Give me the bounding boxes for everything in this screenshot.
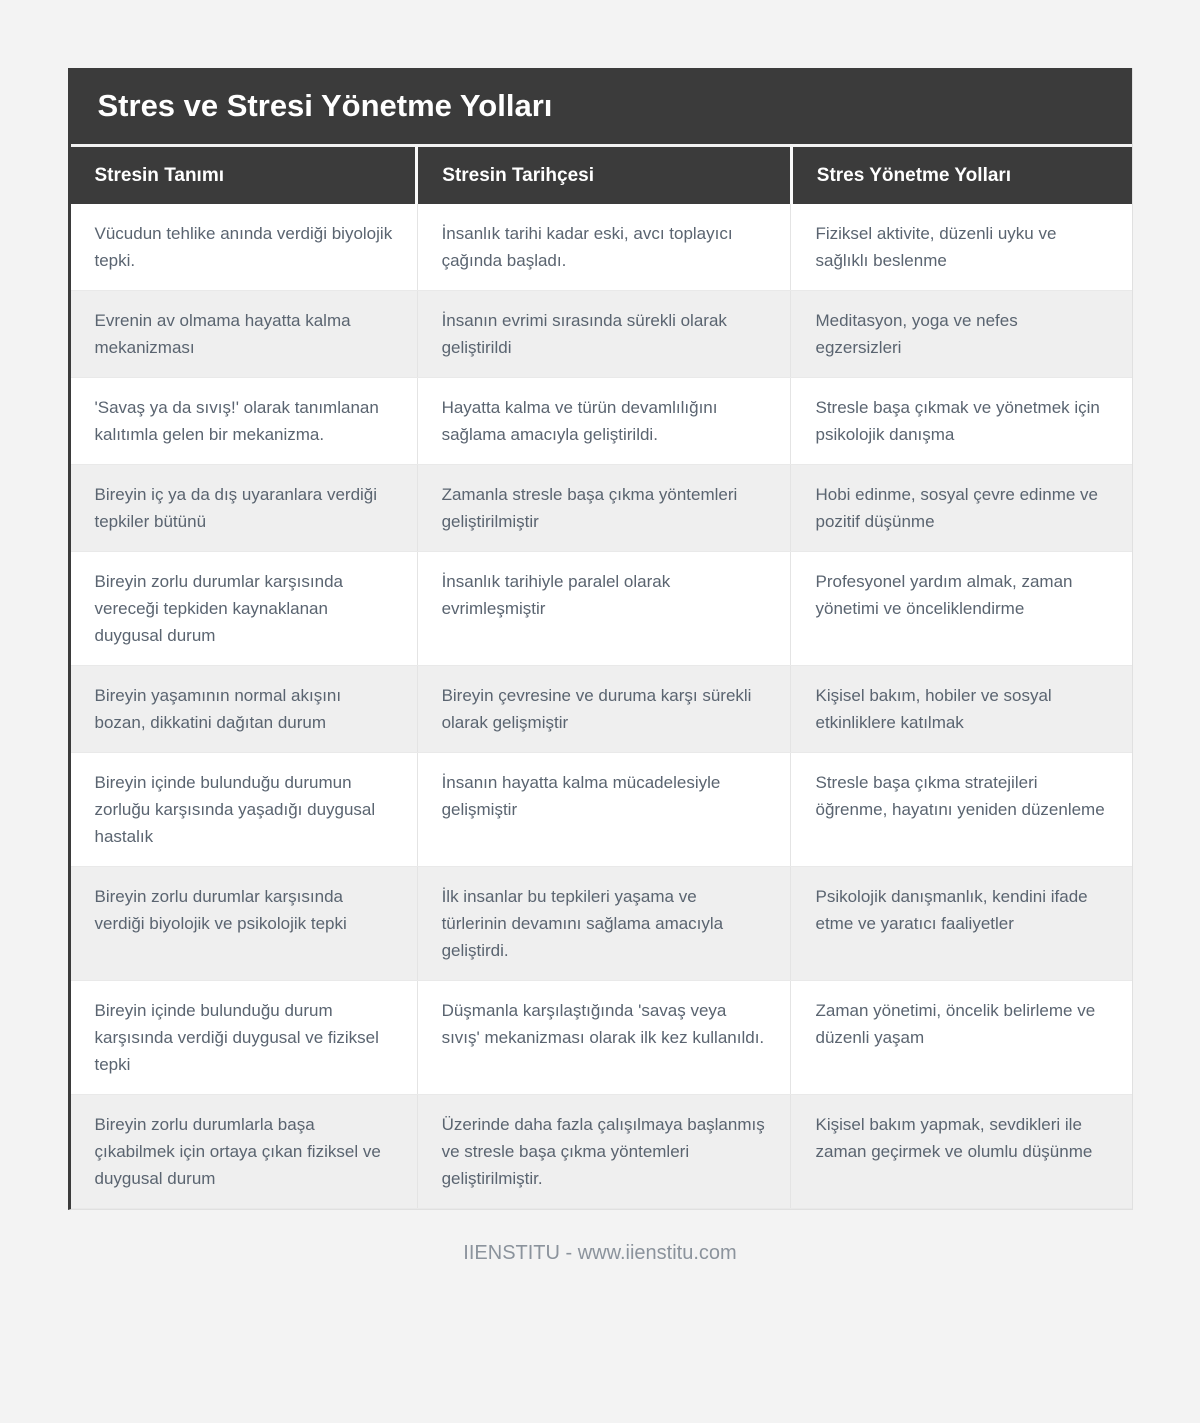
table-row: Bireyin zorlu durumlar karşısında verdiğ… <box>70 867 1132 981</box>
table-cell-tarihce: Üzerinde daha fazla çalışılmaya başlanmı… <box>416 1095 791 1208</box>
table-cell-tarihce: İnsanlık tarihiyle paralel olarak evriml… <box>416 552 791 665</box>
table-cell-tarihce: Hayatta kalma ve türün devamlılığını sağ… <box>416 378 791 464</box>
table-row: 'Savaş ya da sıvış!' olarak tanımlanan k… <box>70 378 1132 465</box>
table-row: Bireyin zorlu durumlarla başa çıkabilmek… <box>70 1095 1132 1209</box>
column-header-stresin-tanimi: Stresin Tanımı <box>70 147 416 204</box>
table-cell-yonetme: Stresle başa çıkma stratejileri öğrenme,… <box>790 753 1131 866</box>
table-cell-tanim: Bireyin zorlu durumlar karşısında verdiğ… <box>94 887 347 933</box>
table-row: Bireyin yaşamının normal akışını bozan, … <box>70 666 1132 753</box>
table-cell-tarihce: Bireyin çevresine ve duruma karşı sürekl… <box>416 666 791 752</box>
table-cell-tanim: Bireyin zorlu durumlarla başa çıkabilmek… <box>94 1115 381 1188</box>
table-cell-tanim: Vücudun tehlike anında verdiği biyolojik… <box>94 224 393 270</box>
table-cell-yonetme: Hobi edinme, sosyal çevre edinme ve pozi… <box>790 465 1131 551</box>
table-cell-yonetme: Psikolojik danışmanlık, kendini ifade et… <box>790 867 1131 980</box>
table-cell-tarihce: İlk insanlar bu tepkileri yaşama ve türl… <box>416 867 791 980</box>
table-cell-tanim: Bireyin iç ya da dış uyaranlara verdiği … <box>94 485 378 531</box>
table-row: Bireyin içinde bulunduğu durum karşısınd… <box>70 981 1132 1095</box>
table-cell-tarihce: İnsanın hayatta kalma mücadelesiyle geli… <box>416 753 791 866</box>
table-body: Vücudun tehlike anında verdiği biyolojik… <box>70 204 1132 1209</box>
title-bar: Stres ve Stresi Yönetme Yolları <box>70 68 1132 144</box>
table-cell-yonetme: Profesyonel yardım almak, zaman yönetimi… <box>790 552 1131 665</box>
table-cell-tarihce: Düşmanla karşılaştığında 'savaş veya sıv… <box>416 981 791 1094</box>
table-cell-yonetme: Meditasyon, yoga ve nefes egzersizleri <box>790 291 1131 377</box>
table-cell-tanim: Bireyin yaşamının normal akışını bozan, … <box>94 686 342 732</box>
page: { "header": { "title": "Stres ve Stresi … <box>0 68 1200 1423</box>
column-header-stresin-tarihcesi: Stresin Tarihçesi <box>415 147 790 204</box>
table-cell-tanim: Bireyin içinde bulunduğu durumun zorluğu… <box>94 773 376 846</box>
page-title: Stres ve Stresi Yönetme Yolları <box>97 88 553 123</box>
table-cell-yonetme: Stresle başa çıkmak ve yönetmek için psi… <box>790 378 1131 464</box>
column-header-stres-yonetme-yollari: Stres Yönetme Yolları <box>789 147 1132 204</box>
table-cell-tarihce: İnsanlık tarihi kadar eski, avcı toplayı… <box>416 204 791 290</box>
table-row: Evrenin av olmama hayatta kalma mekanizm… <box>70 291 1132 378</box>
table-cell-yonetme: Kişisel bakım, hobiler ve sosyal etkinli… <box>790 666 1131 752</box>
table-cell-tarihce: Zamanla stresle başa çıkma yöntemleri ge… <box>416 465 791 551</box>
table-row: Vücudun tehlike anında verdiği biyolojik… <box>70 204 1132 291</box>
table-cell-yonetme: Fiziksel aktivite, düzenli uyku ve sağlı… <box>790 204 1131 290</box>
table-cell-tanim: Evrenin av olmama hayatta kalma mekanizm… <box>94 311 351 357</box>
table-cell-tanim: Bireyin zorlu durumlar karşısında verece… <box>94 572 343 645</box>
footer: IIENSTITU - www.iienstitu.com <box>0 1242 1200 1265</box>
table-cell-tanim: Bireyin içinde bulunduğu durum karşısınd… <box>94 1001 379 1074</box>
table-cell-tarihce: İnsanın evrimi sırasında sürekli olarak … <box>416 291 791 377</box>
table-cell-tanim: 'Savaş ya da sıvış!' olarak tanımlanan k… <box>94 398 379 444</box>
table-cell-yonetme: Kişisel bakım yapmak, sevdikleri ile zam… <box>790 1095 1131 1208</box>
table-header-row: Stresin Tanımı Stresin Tarihçesi Stres Y… <box>70 147 1132 204</box>
table-row: Bireyin içinde bulunduğu durumun zorluğu… <box>70 753 1132 867</box>
table-row: Bireyin iç ya da dış uyaranlara verdiği … <box>70 465 1132 552</box>
table-row: Bireyin zorlu durumlar karşısında verece… <box>70 552 1132 666</box>
stress-table-card: Stres ve Stresi Yönetme Yolları Stresin … <box>67 68 1133 1210</box>
table-cell-yonetme: Zaman yönetimi, öncelik belirleme ve düz… <box>790 981 1131 1094</box>
footer-text: IIENSTITU - www.iienstitu.com <box>463 1242 737 1264</box>
